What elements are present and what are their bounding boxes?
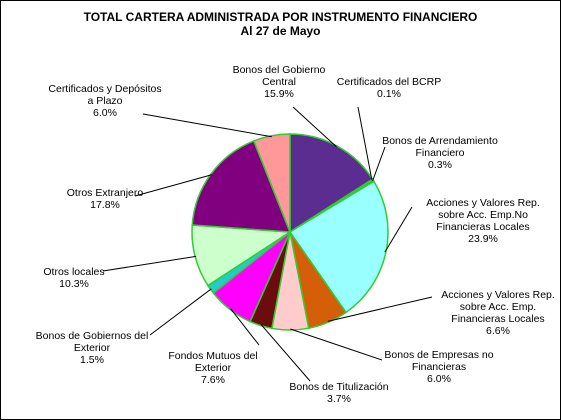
data-label-category: Bonos de Empresas no — [384, 349, 493, 361]
chart-subtitle: Al 27 de Mayo — [240, 24, 321, 38]
data-label-category: Financieras — [412, 361, 466, 373]
data-label-category: Central — [262, 76, 296, 88]
data-label-category: sobre Acc. Emp.No — [438, 209, 528, 221]
data-label-value: 7.6% — [201, 374, 225, 386]
data-label-value: 6.6% — [486, 325, 510, 337]
leader-line — [149, 288, 212, 336]
data-label-category: Acciones y Valores Rep. — [441, 289, 555, 301]
data-label-category: Exterior — [195, 362, 232, 374]
data-label-value: 3.7% — [327, 393, 351, 405]
pie-slice — [288, 180, 389, 314]
data-label-category: Otros Extranjero — [67, 187, 144, 199]
leader-line — [230, 308, 260, 346]
data-label-value: 1.5% — [80, 354, 104, 366]
leader-line — [384, 206, 413, 253]
data-label-category: Otros locales — [43, 266, 104, 278]
data-label-value: 17.8% — [90, 199, 120, 211]
data-label-category: Financiero — [415, 147, 464, 159]
data-label-value: 6.0% — [93, 107, 117, 119]
leader-line — [372, 146, 386, 182]
leader-line — [142, 113, 272, 138]
data-label-category: Exterior — [74, 342, 111, 354]
data-label-category: Fondos Mutuos del — [168, 350, 257, 362]
data-label-category: a Plazo — [87, 95, 122, 107]
leader-line — [292, 106, 337, 148]
leader-line — [290, 328, 383, 361]
chart-title: TOTAL CARTERA ADMINISTRADA POR INSTRUMEN… — [83, 10, 478, 24]
leader-line — [260, 324, 311, 382]
data-label-category: Bonos de Gobiernos del — [36, 330, 149, 342]
leader-line — [357, 106, 373, 181]
data-label-category: Financieras Locales — [436, 221, 529, 233]
data-label-category: Certificados y Depósitos — [48, 83, 161, 95]
pie-slice — [289, 133, 374, 234]
leader-line — [327, 296, 433, 322]
data-label-value: 15.9% — [264, 88, 294, 100]
leader-line — [102, 255, 197, 272]
data-label-value: 0.3% — [428, 159, 452, 171]
pie-slice — [252, 133, 291, 233]
data-label-value: 0.1% — [377, 88, 401, 100]
data-label-value: 10.3% — [59, 278, 89, 290]
leader-line — [134, 174, 212, 197]
data-label-category: Bonos de Arrendamiento — [382, 135, 498, 147]
data-label-value: 23.9% — [468, 233, 498, 245]
data-label-category: Bonos de Titulización — [289, 381, 388, 393]
data-label-category: Certificados del BCRP — [337, 76, 441, 88]
data-label-category: Financieras Locales — [451, 313, 544, 325]
data-label-category: Acciones y Valores Rep. — [426, 197, 540, 209]
pie-slice — [191, 139, 292, 233]
data-label-category: Bonos del Gobierno — [233, 64, 326, 76]
data-label-value: 6.0% — [427, 373, 451, 385]
data-label-category: sobre Acc. Emp. — [460, 301, 536, 313]
